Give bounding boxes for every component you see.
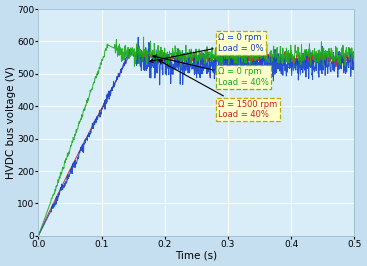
Y-axis label: HVDC bus voltage (V): HVDC bus voltage (V): [6, 66, 15, 179]
Text: Ω = 0 rpm
Load = 0%: Ω = 0 rpm Load = 0%: [150, 33, 264, 63]
Text: Ω = 0 rpm
Load = 40%: Ω = 0 rpm Load = 40%: [153, 55, 269, 87]
X-axis label: Time (s): Time (s): [175, 251, 217, 260]
Text: Ω = 1500 rpm
Load = 40%: Ω = 1500 rpm Load = 40%: [159, 60, 278, 119]
